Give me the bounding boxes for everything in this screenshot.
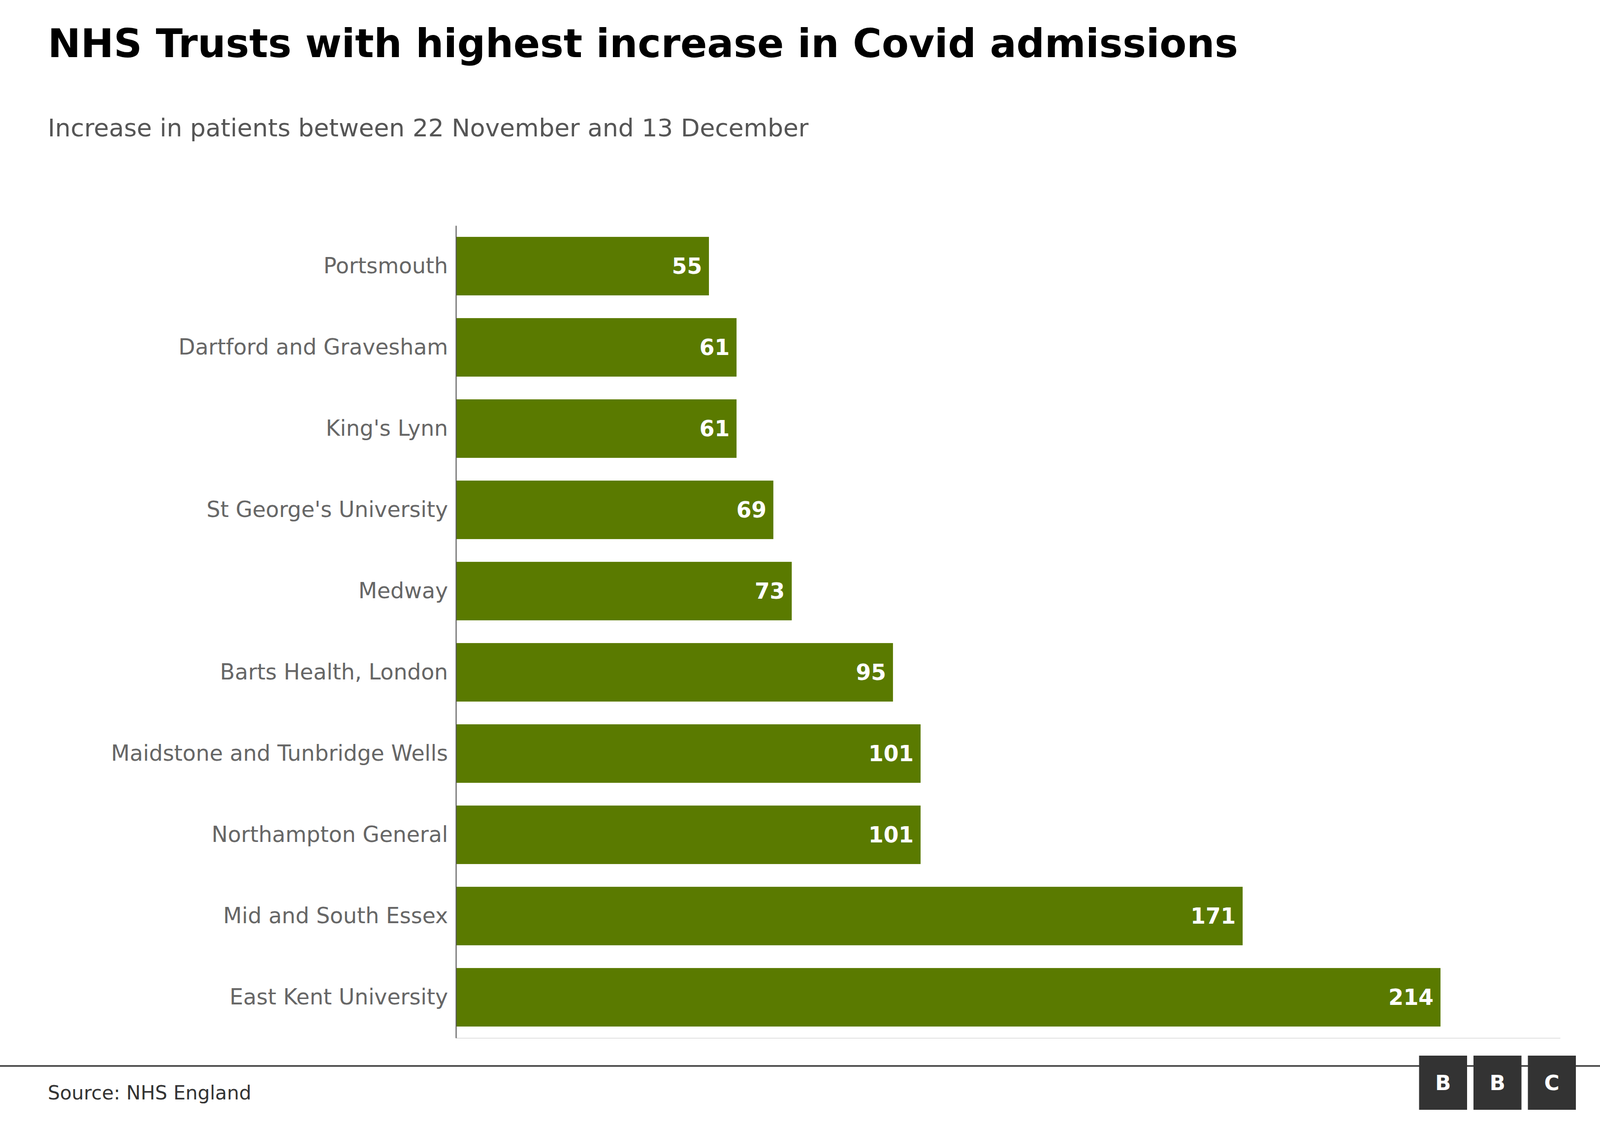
data-label: 69 bbox=[736, 497, 767, 523]
bar bbox=[455, 561, 792, 621]
bar bbox=[455, 480, 774, 540]
data-label: 214 bbox=[1388, 984, 1434, 1010]
y-tick-label: Mid and South Essex bbox=[223, 902, 448, 928]
data-label: 171 bbox=[1190, 903, 1236, 929]
data-labels: 55 61 61 69 73 95 101 101 171 214 bbox=[672, 253, 1434, 1010]
y-tick: Barts Health, London bbox=[220, 659, 448, 685]
y-tick-label: Portsmouth bbox=[323, 253, 448, 279]
y-tick: East Kent University bbox=[229, 984, 448, 1010]
logo: BBC bbox=[1419, 1055, 1577, 1110]
bars bbox=[455, 236, 1441, 1027]
bar bbox=[455, 399, 737, 458]
bar bbox=[455, 724, 921, 783]
y-tick-label: Northampton General bbox=[211, 821, 448, 847]
y-tick-label: Barts Health, London bbox=[220, 659, 448, 685]
y-tick: Dartford and Gravesham bbox=[178, 334, 449, 360]
plot-area: Portsmouth Dartford and Gravesham King's L… bbox=[111, 225, 1561, 1039]
y-axis-line bbox=[455, 225, 457, 1039]
y-tick-label: Dartford and Gravesham bbox=[178, 334, 449, 360]
y-axis: Portsmouth Dartford and Gravesham King's L… bbox=[111, 225, 457, 1039]
y-tick: Medway bbox=[358, 577, 448, 604]
logo-letter: B bbox=[1489, 1070, 1506, 1095]
y-tick: Portsmouth bbox=[323, 253, 448, 279]
bar bbox=[455, 642, 894, 702]
y-tick-label: Medway bbox=[358, 577, 448, 604]
y-tick: Mid and South Essex bbox=[223, 902, 448, 928]
bar bbox=[455, 886, 1243, 946]
y-tick: Maidstone and Tunbridge Wells bbox=[111, 740, 448, 766]
background bbox=[0, 0, 1600, 1128]
data-label: 55 bbox=[672, 253, 703, 279]
y-tick-label: King's Lynn bbox=[325, 415, 448, 441]
logo-box bbox=[1419, 1055, 1468, 1110]
y-tick-label: St George's University bbox=[206, 496, 448, 522]
data-label: 101 bbox=[868, 740, 914, 767]
data-label: 61 bbox=[699, 334, 730, 360]
chart: Portsmouth Dartford and Gravesham King's L… bbox=[0, 0, 1600, 1128]
data-label: 101 bbox=[868, 822, 914, 848]
bar bbox=[455, 967, 1441, 1027]
logo-letter: B bbox=[1435, 1070, 1451, 1095]
y-tick: Northampton General bbox=[211, 821, 448, 847]
subtitle: Increase in patients between 22 November… bbox=[47, 113, 809, 143]
data-label: 73 bbox=[754, 578, 785, 604]
bar bbox=[455, 805, 921, 864]
x-axis bbox=[456, 1037, 1561, 1039]
title: NHS Trusts with highest increase in Covi… bbox=[47, 20, 1239, 67]
bar bbox=[455, 236, 709, 296]
y-tick: King's Lynn bbox=[325, 415, 448, 441]
y-tick-label: East Kent University bbox=[229, 984, 448, 1010]
data-label: 95 bbox=[856, 659, 887, 685]
y-tick-label: Maidstone and Tunbridge Wells bbox=[111, 740, 448, 766]
separator bbox=[0, 1065, 1600, 1067]
source: Source: NHS England bbox=[47, 1081, 252, 1104]
data-label: 61 bbox=[699, 416, 730, 442]
y-tick: St George's University bbox=[206, 496, 448, 522]
logo-letter: C bbox=[1544, 1070, 1560, 1095]
x-axis-line bbox=[456, 1037, 1561, 1039]
logo-box bbox=[1528, 1055, 1577, 1110]
bar bbox=[455, 318, 737, 377]
logo-box bbox=[1473, 1055, 1522, 1110]
